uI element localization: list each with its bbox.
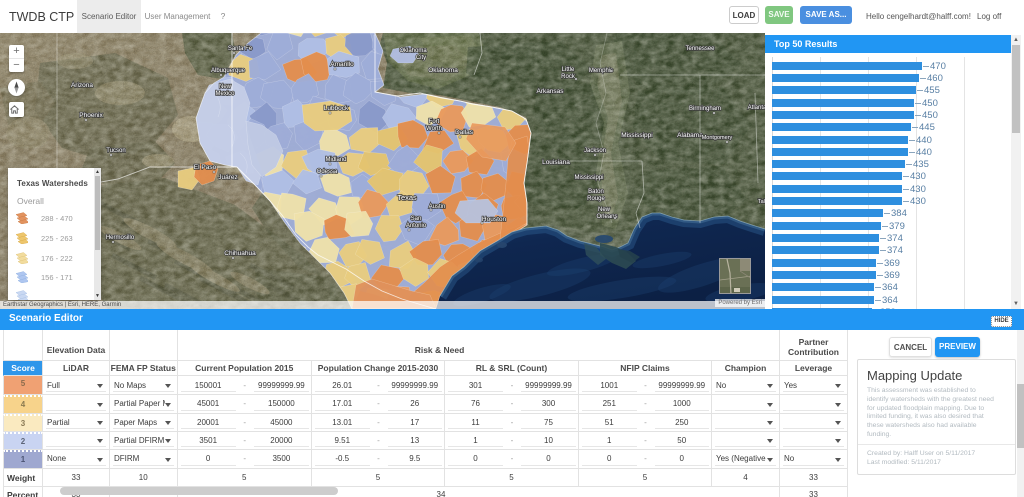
svg-text:New: New: [598, 207, 611, 213]
svg-text:Houston: Houston: [482, 216, 507, 223]
svg-text:Atlanta: Atlanta: [748, 105, 765, 111]
svg-text:Montgomery: Montgomery: [702, 135, 733, 141]
svg-text:Dallas: Dallas: [455, 129, 474, 136]
svg-text:Mexico: Mexico: [215, 91, 235, 97]
svg-text:San: San: [411, 216, 422, 222]
svg-text:City: City: [416, 55, 426, 61]
svg-text:Chihuahua: Chihuahua: [224, 250, 256, 257]
svg-text:Antonio: Antonio: [406, 223, 427, 229]
svg-text:Oklahoma: Oklahoma: [428, 67, 458, 74]
svg-text:Rouge: Rouge: [587, 196, 605, 202]
svg-text:Mississippi: Mississippi: [574, 175, 603, 181]
svg-text:Albuquerque: Albuquerque: [211, 68, 246, 74]
svg-text:Tennessee: Tennessee: [685, 46, 715, 52]
svg-text:Baton: Baton: [588, 189, 604, 195]
svg-text:Birmingham: Birmingham: [689, 106, 721, 112]
svg-text:Amarillo: Amarillo: [330, 61, 354, 68]
svg-text:Arizona: Arizona: [71, 82, 93, 89]
svg-text:Louisiana: Louisiana: [542, 159, 570, 166]
svg-text:Rock: Rock: [561, 74, 576, 80]
svg-text:Midland: Midland: [325, 157, 346, 163]
svg-text:Memphis: Memphis: [589, 68, 613, 74]
svg-text:New: New: [219, 84, 232, 90]
svg-text:Phoenix: Phoenix: [79, 112, 103, 119]
svg-text:Fort: Fort: [429, 119, 440, 125]
svg-text:Tall: Tall: [758, 199, 765, 205]
svg-text:Arkansas: Arkansas: [536, 88, 564, 95]
svg-text:Mississippi: Mississippi: [621, 132, 652, 139]
svg-text:Texas: Texas: [397, 193, 417, 202]
svg-text:Oklahoma: Oklahoma: [399, 48, 427, 54]
svg-text:Tucson: Tucson: [106, 148, 125, 154]
svg-text:Austin: Austin: [429, 204, 446, 210]
svg-text:Jackson: Jackson: [584, 148, 606, 154]
svg-text:Alabama: Alabama: [677, 132, 703, 139]
svg-text:Worth: Worth: [426, 126, 442, 132]
svg-text:Santa Fe: Santa Fe: [228, 46, 253, 52]
svg-text:Little: Little: [562, 67, 575, 73]
svg-text:Juárez: Juárez: [218, 174, 238, 181]
svg-text:Hermosillo: Hermosillo: [106, 235, 135, 241]
svg-text:Odessa: Odessa: [317, 169, 338, 175]
svg-text:Orleans: Orleans: [596, 214, 617, 220]
svg-text:El Paso: El Paso: [194, 164, 217, 171]
svg-text:Lubbock: Lubbock: [324, 105, 349, 112]
